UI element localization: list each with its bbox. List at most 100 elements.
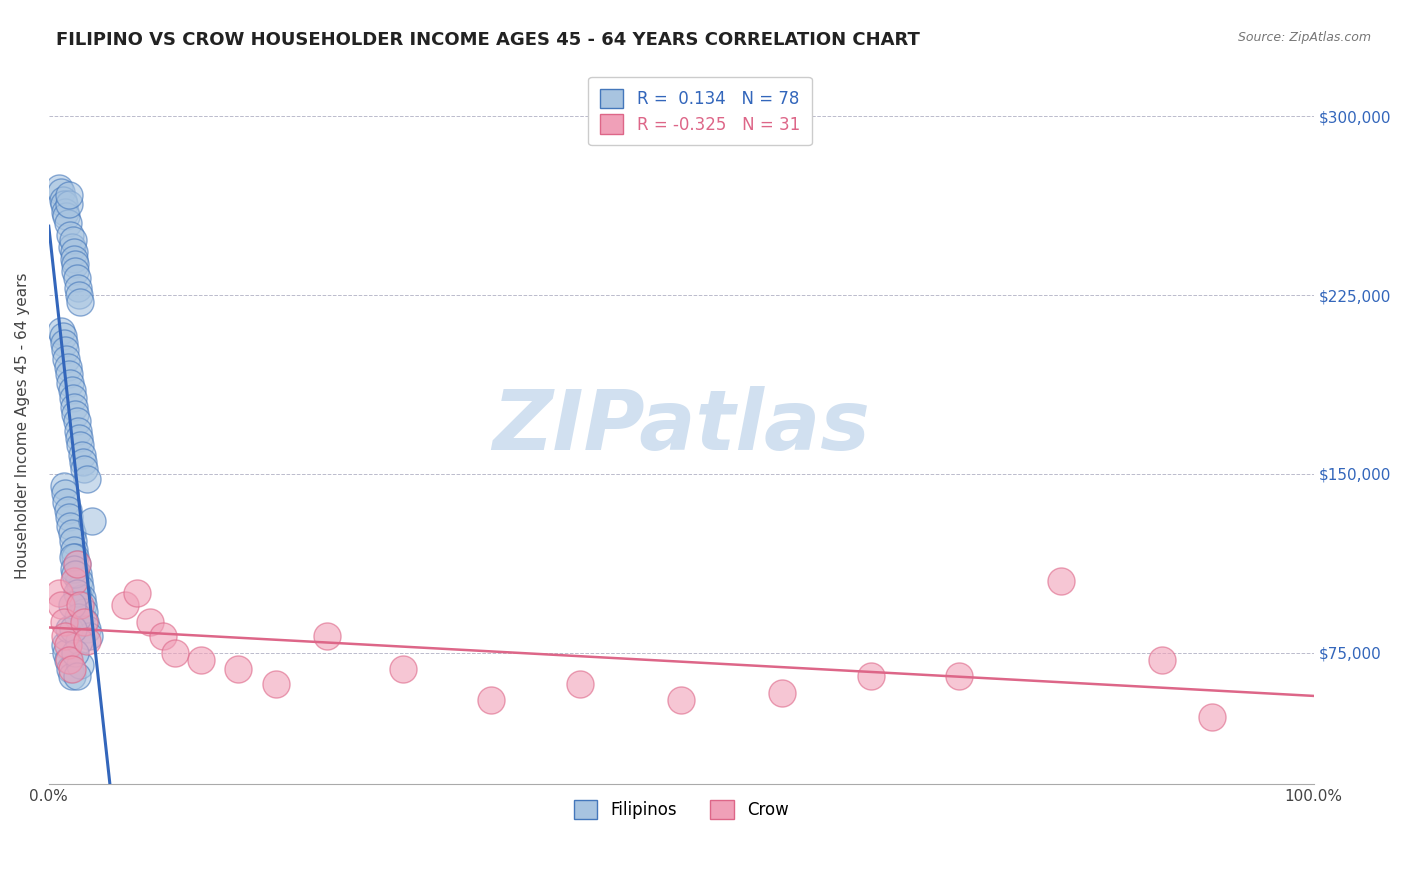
Point <box>139 615 162 629</box>
Point <box>67 633 90 648</box>
Point <box>228 662 250 676</box>
Point <box>65 257 87 271</box>
Point <box>392 662 415 676</box>
Point <box>52 335 75 350</box>
Point <box>67 288 90 302</box>
Point <box>59 662 82 676</box>
Point <box>165 646 187 660</box>
Point <box>63 574 86 588</box>
Point <box>76 633 98 648</box>
Point <box>114 598 136 612</box>
Point <box>69 598 91 612</box>
Point <box>55 352 77 367</box>
Point <box>55 646 77 660</box>
Text: FILIPINO VS CROW HOUSEHOLDER INCOME AGES 45 - 64 YEARS CORRELATION CHART: FILIPINO VS CROW HOUSEHOLDER INCOME AGES… <box>56 31 920 49</box>
Point <box>60 669 83 683</box>
Point <box>52 479 75 493</box>
Point <box>53 486 76 500</box>
Point <box>63 245 86 260</box>
Point <box>65 271 87 285</box>
Point <box>569 676 592 690</box>
Point <box>51 186 73 200</box>
Point <box>56 653 79 667</box>
Point <box>316 629 339 643</box>
Point <box>51 598 73 612</box>
Point <box>56 639 79 653</box>
Point <box>1150 653 1173 667</box>
Point <box>190 653 212 667</box>
Point <box>65 407 87 421</box>
Point <box>65 566 87 581</box>
Point <box>60 240 83 254</box>
Point <box>70 448 93 462</box>
Point <box>266 676 288 690</box>
Point <box>66 566 89 581</box>
Point <box>67 431 90 445</box>
Point <box>52 197 75 211</box>
Point <box>59 376 82 391</box>
Point <box>63 543 86 558</box>
Point <box>56 217 79 231</box>
Legend: Filipinos, Crow: Filipinos, Crow <box>567 793 796 825</box>
Point <box>65 264 87 278</box>
Point <box>1049 574 1071 588</box>
Point <box>52 193 75 207</box>
Point <box>55 210 77 224</box>
Point <box>65 669 87 683</box>
Point <box>65 558 87 572</box>
Point <box>73 462 96 476</box>
Point <box>73 615 96 629</box>
Point <box>52 328 75 343</box>
Point <box>69 438 91 452</box>
Point <box>69 657 91 672</box>
Point <box>70 591 93 605</box>
Point <box>53 204 76 219</box>
Point <box>72 598 94 612</box>
Point <box>58 197 80 211</box>
Point <box>80 515 103 529</box>
Point <box>67 574 90 588</box>
Point <box>76 472 98 486</box>
Point <box>53 629 76 643</box>
Point <box>770 686 793 700</box>
Point <box>55 495 77 509</box>
Point <box>62 233 84 247</box>
Point <box>48 180 70 194</box>
Point <box>63 562 86 576</box>
Point <box>63 252 86 267</box>
Point <box>481 693 503 707</box>
Point <box>66 610 89 624</box>
Point <box>65 414 87 428</box>
Point <box>60 662 83 676</box>
Point <box>76 622 98 636</box>
Point <box>65 558 87 572</box>
Point <box>53 343 76 357</box>
Point <box>669 693 692 707</box>
Point <box>65 550 87 565</box>
Point <box>127 586 149 600</box>
Point <box>65 586 87 600</box>
Point <box>66 281 89 295</box>
Point <box>948 669 970 683</box>
Point <box>58 509 80 524</box>
Point <box>69 295 91 310</box>
Point <box>60 526 83 541</box>
Point <box>62 391 84 405</box>
Point <box>72 455 94 469</box>
Point <box>59 519 82 533</box>
Point <box>60 384 83 398</box>
Text: ZIPatlas: ZIPatlas <box>492 385 870 467</box>
Point <box>58 367 80 381</box>
Point <box>62 622 84 636</box>
Point <box>75 615 97 629</box>
Point <box>152 629 174 643</box>
Point <box>1201 710 1223 724</box>
Point <box>56 359 79 374</box>
Point <box>63 400 86 414</box>
Point <box>73 605 96 619</box>
Point <box>60 598 83 612</box>
Point <box>51 324 73 338</box>
Point <box>69 581 91 595</box>
Point <box>53 639 76 653</box>
Point <box>58 187 80 202</box>
